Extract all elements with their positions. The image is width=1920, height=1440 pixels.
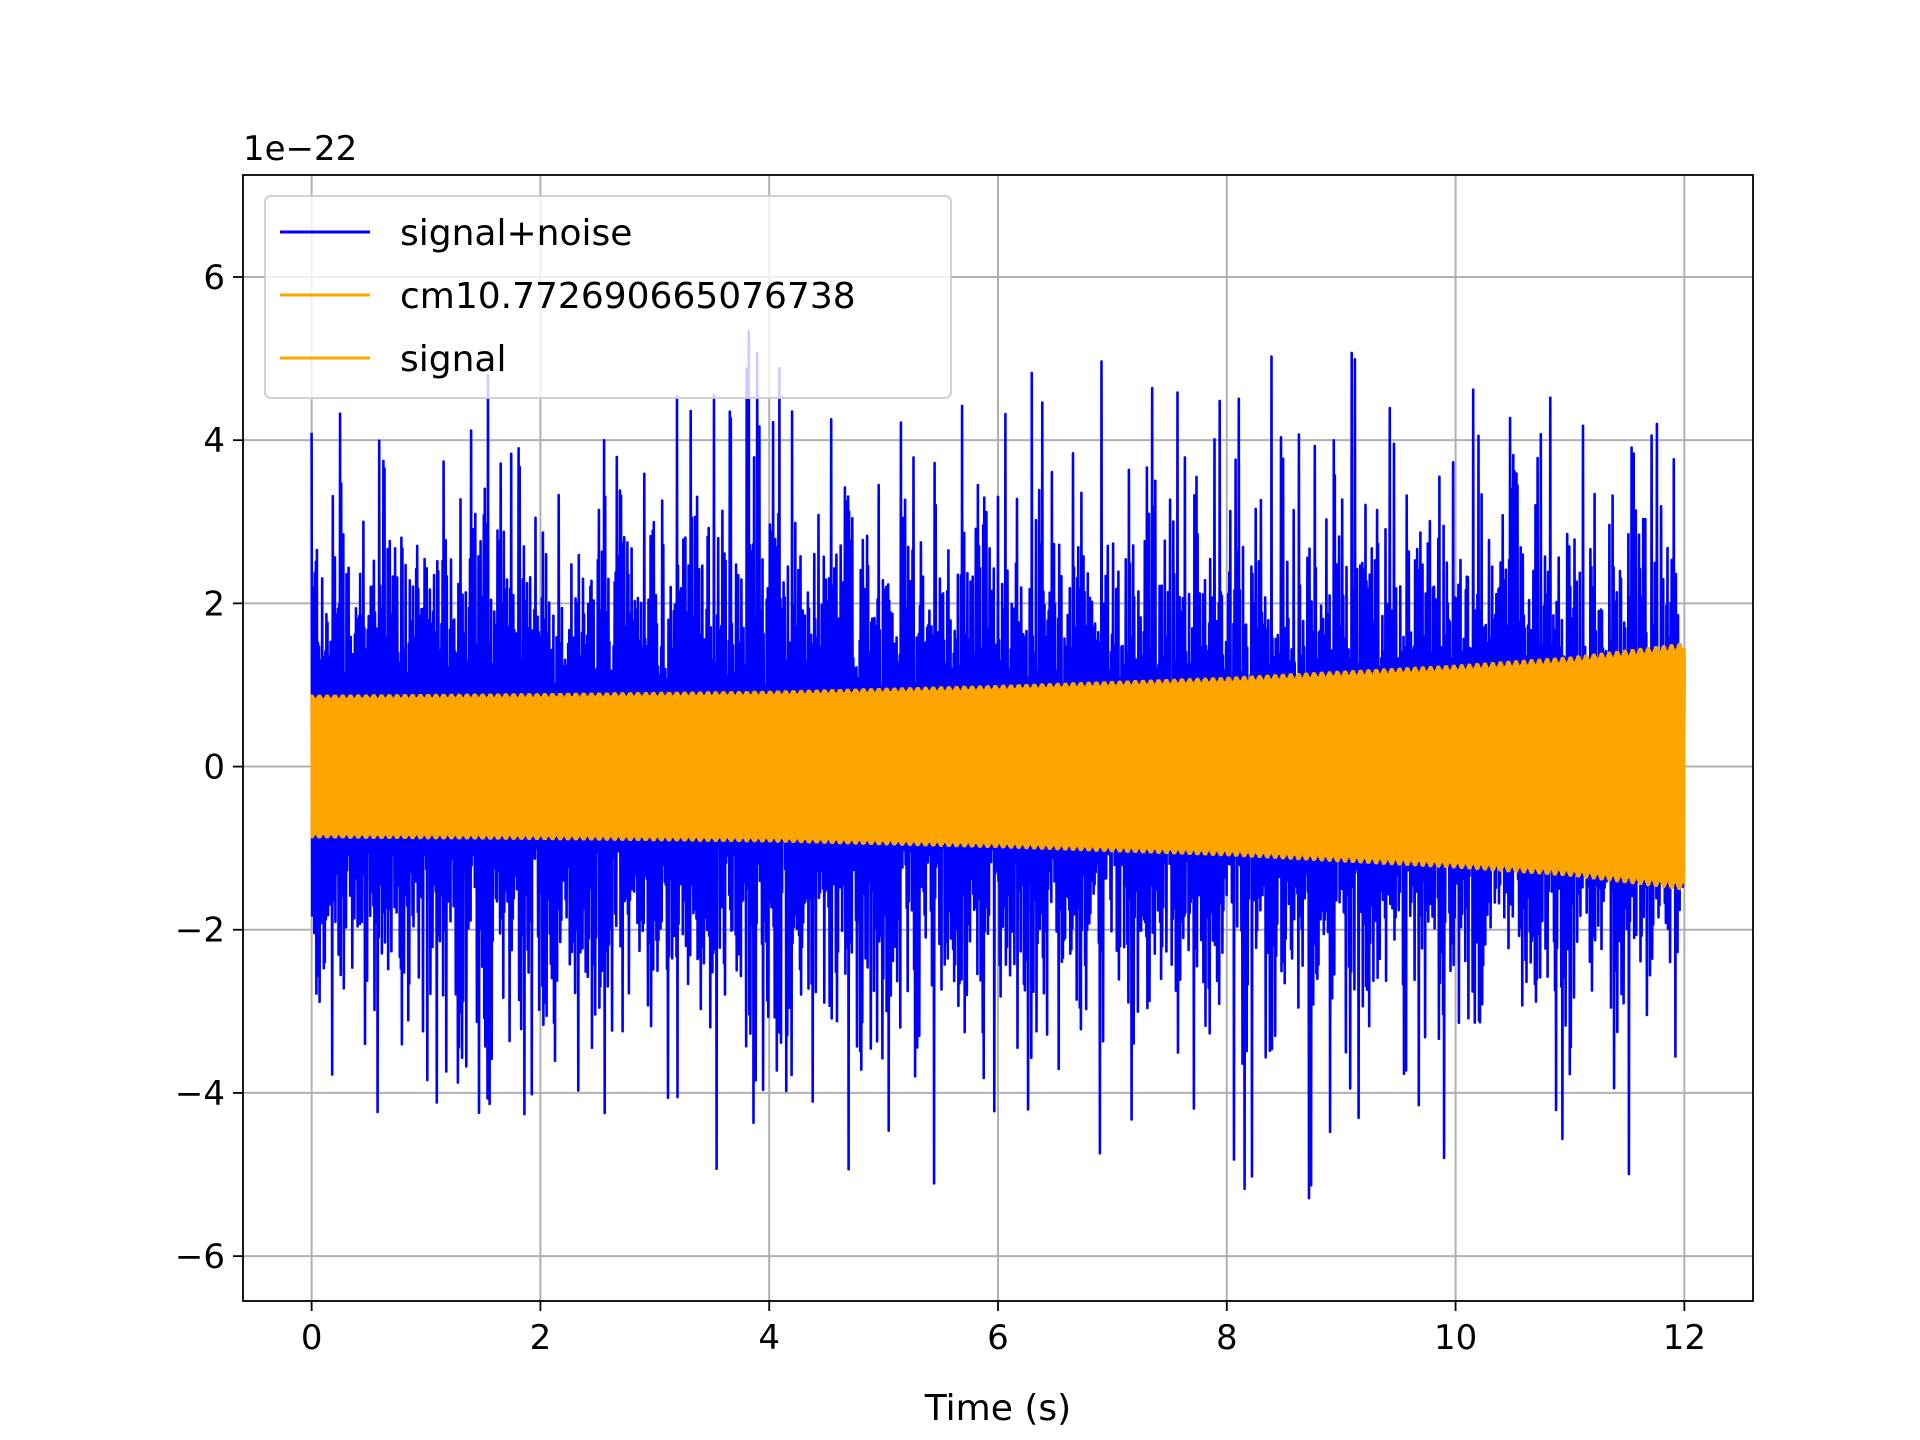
y-tick-label-4: 2 [203,584,225,624]
x-tick-label-1: 2 [530,1318,552,1358]
y-tick-label-5: 4 [203,421,225,461]
x-tick-label-4: 8 [1216,1318,1238,1358]
legend-label-signal: signal [400,339,507,380]
x-tick-label-5: 10 [1434,1318,1477,1358]
x-tick-label-6: 12 [1663,1318,1706,1358]
legend-box [264,195,952,399]
x-axis-label: Time (s) [924,1388,1071,1429]
x-tick-label-3: 6 [987,1318,1009,1358]
x-tick-label-2: 4 [758,1318,780,1358]
legend-label-signal-noise: signal+noise [400,213,632,254]
x-tick-label-0: 0 [301,1318,323,1358]
y-tick-label-1: −4 [175,1074,225,1114]
y-tick-label-2: −2 [175,911,225,951]
y-tick-label-6: 6 [203,258,225,298]
series-layer [310,329,1686,1200]
y-offset-text: 1e−22 [243,129,357,169]
series-signal-line [310,643,1686,891]
y-tick-label-3: 0 [203,748,225,788]
legend-label-cm: cm10.772690665076738 [400,276,856,317]
plot-area [310,329,1686,1200]
ticks: 0 2 4 6 8 10 12 −6 −4 −2 0 2 4 6 [175,258,1706,1358]
y-tick-label-0: −6 [175,1237,225,1277]
legend: signal+noise cm10.772690665076738 signal [264,195,952,399]
